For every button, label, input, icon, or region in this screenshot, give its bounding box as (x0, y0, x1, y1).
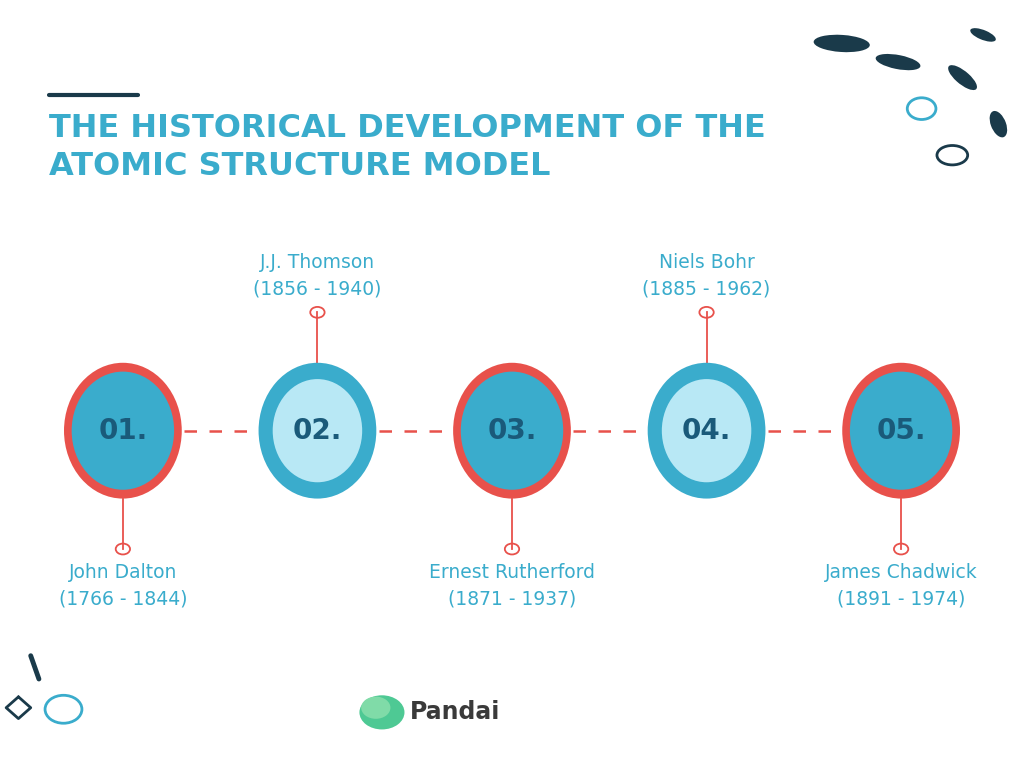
Ellipse shape (971, 28, 995, 42)
Ellipse shape (63, 363, 182, 498)
Text: 04.: 04. (682, 417, 731, 445)
Text: Pandai: Pandai (410, 701, 500, 724)
Ellipse shape (272, 379, 362, 482)
Ellipse shape (653, 369, 760, 492)
Text: 02.: 02. (293, 417, 342, 445)
Ellipse shape (461, 372, 563, 490)
Ellipse shape (814, 35, 869, 52)
Ellipse shape (72, 372, 174, 490)
Text: ATOMIC STRUCTURE MODEL: ATOMIC STRUCTURE MODEL (49, 151, 551, 182)
Circle shape (361, 697, 390, 719)
Text: Niels Bohr
(1885 - 1962): Niels Bohr (1885 - 1962) (642, 253, 771, 299)
Ellipse shape (948, 65, 977, 90)
Ellipse shape (989, 111, 1008, 137)
Ellipse shape (850, 372, 952, 490)
Text: Ernest Rutherford
(1871 - 1937): Ernest Rutherford (1871 - 1937) (429, 563, 595, 608)
Text: THE HISTORICAL DEVELOPMENT OF THE: THE HISTORICAL DEVELOPMENT OF THE (49, 113, 766, 144)
Ellipse shape (258, 363, 377, 498)
Text: John Dalton
(1766 - 1844): John Dalton (1766 - 1844) (58, 563, 187, 608)
Ellipse shape (453, 363, 571, 498)
Text: 05.: 05. (877, 417, 926, 445)
Text: 01.: 01. (98, 417, 147, 445)
Ellipse shape (842, 363, 961, 498)
Ellipse shape (647, 363, 765, 498)
Ellipse shape (264, 369, 371, 492)
Text: James Chadwick
(1891 - 1974): James Chadwick (1891 - 1974) (824, 563, 978, 608)
Ellipse shape (662, 379, 752, 482)
Ellipse shape (876, 54, 921, 70)
Circle shape (359, 695, 404, 729)
Text: J.J. Thomson
(1856 - 1940): J.J. Thomson (1856 - 1940) (253, 253, 382, 299)
Text: 03.: 03. (487, 417, 537, 445)
